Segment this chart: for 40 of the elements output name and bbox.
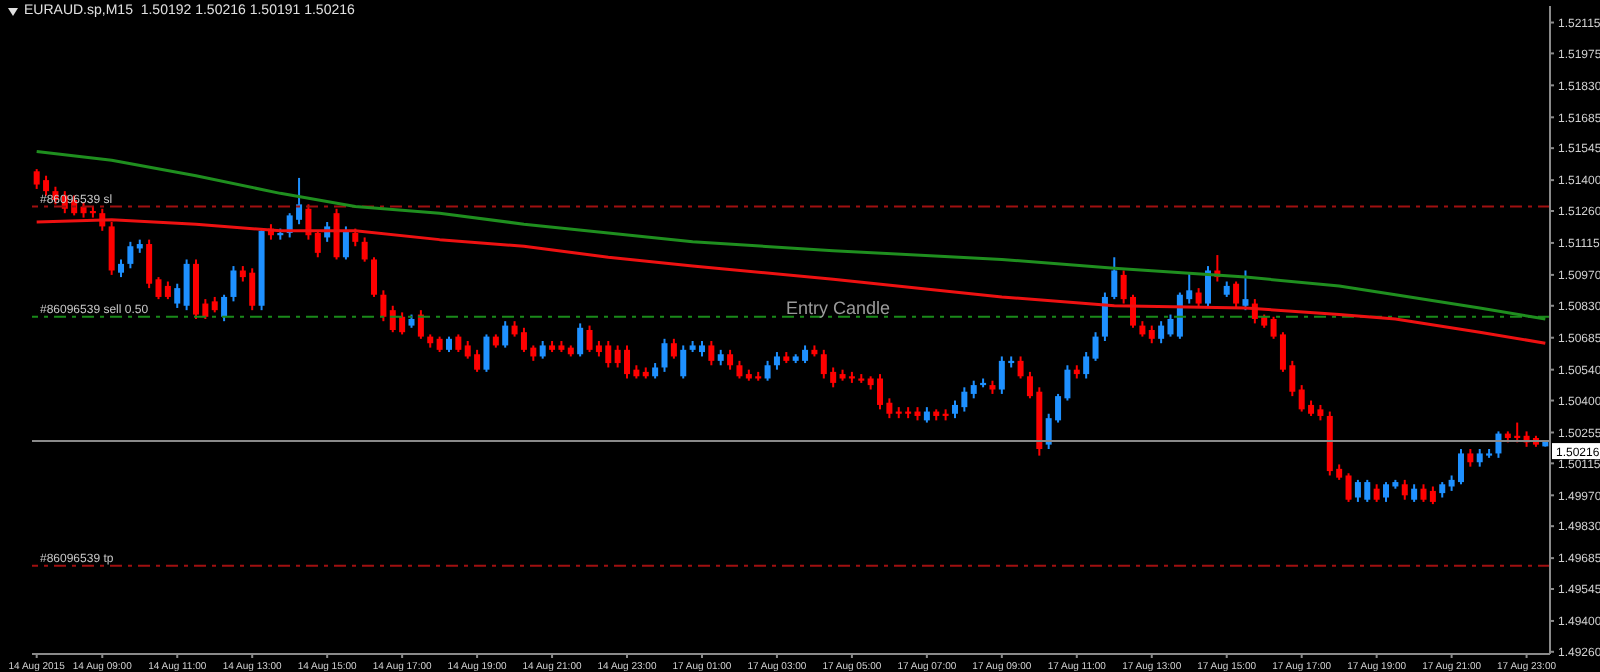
candlestick <box>361 236 368 263</box>
candlestick <box>342 225 349 261</box>
candlestick <box>127 240 134 270</box>
annotation: Entry Candle <box>786 298 891 318</box>
candlestick <box>108 221 115 276</box>
candlestick <box>1401 478 1408 501</box>
candlestick <box>1111 256 1118 301</box>
candlestick <box>314 229 321 259</box>
candlestick <box>577 322 584 358</box>
candlestick <box>380 289 387 323</box>
candlestick <box>1345 472 1352 503</box>
candlestick <box>483 333 490 373</box>
candlestick <box>1383 481 1390 503</box>
candlestick <box>371 256 378 298</box>
candlestick <box>230 265 237 303</box>
candlestick <box>333 207 340 261</box>
candlestick <box>1457 448 1464 486</box>
candlestick <box>661 337 668 373</box>
candlestick <box>1242 269 1249 312</box>
candlestick <box>1158 320 1165 345</box>
candlestick <box>1233 280 1240 309</box>
candlestick <box>708 340 715 367</box>
candlestick <box>764 359 771 382</box>
candlestick <box>502 320 509 349</box>
candlestick <box>183 258 190 312</box>
candlestick <box>670 337 677 360</box>
candlestick <box>221 293 228 323</box>
candlestick <box>174 282 181 309</box>
line-series <box>35 218 1547 345</box>
line-series <box>35 149 1547 321</box>
candlestick <box>1017 355 1024 380</box>
candlestick <box>1195 287 1202 309</box>
candlestick <box>146 238 153 290</box>
candlestick <box>417 309 424 340</box>
candlestick <box>1083 351 1090 380</box>
candlestick <box>1204 265 1211 309</box>
candlestick <box>680 344 687 380</box>
candlestick <box>1101 291 1108 343</box>
candlestick <box>1092 331 1099 362</box>
candlestick <box>727 348 734 371</box>
